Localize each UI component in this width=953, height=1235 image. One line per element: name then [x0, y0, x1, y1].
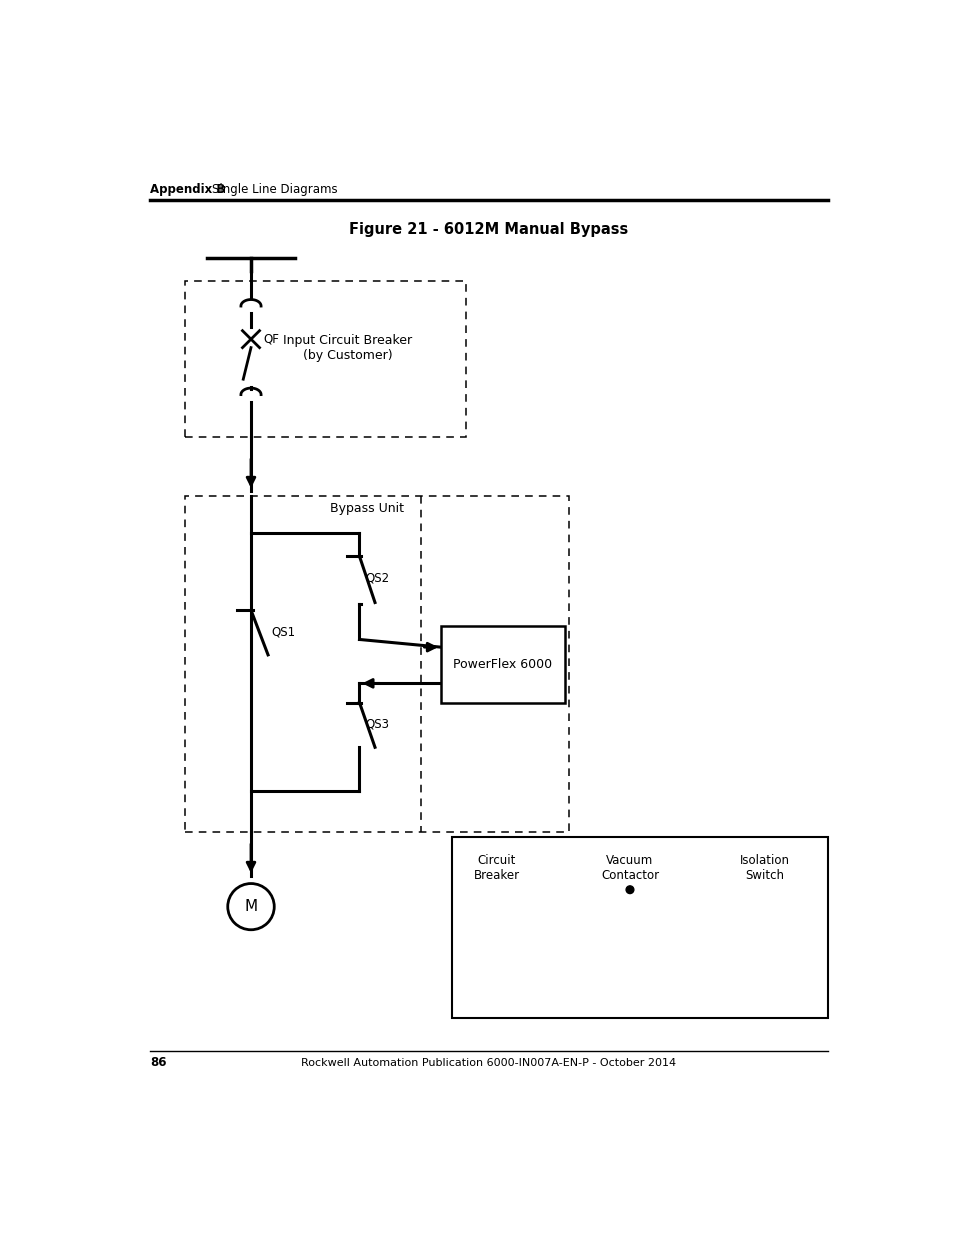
Bar — [440, 626, 564, 703]
Text: Single Line Diagrams: Single Line Diagrams — [212, 183, 337, 196]
Text: Rockwell Automation Publication 6000-IN007A-EN-P - October 2014: Rockwell Automation Publication 6000-IN0… — [301, 1058, 676, 1068]
Text: Circuit
Breaker: Circuit Breaker — [473, 853, 519, 882]
Text: PowerFlex 6000: PowerFlex 6000 — [453, 657, 552, 671]
Bar — [452, 837, 827, 1019]
Bar — [185, 280, 466, 437]
Text: M: M — [244, 899, 257, 914]
Text: QF: QF — [263, 332, 279, 346]
Text: QS2: QS2 — [365, 572, 390, 584]
Text: Figure 21 - 6012M Manual Bypass: Figure 21 - 6012M Manual Bypass — [349, 222, 628, 237]
Text: 86: 86 — [150, 1056, 167, 1070]
Text: Vacuum
Contactor: Vacuum Contactor — [600, 853, 659, 882]
Circle shape — [625, 885, 633, 894]
Text: QS3: QS3 — [365, 718, 389, 731]
Text: QS1: QS1 — [271, 625, 295, 638]
Text: Appendix B: Appendix B — [150, 183, 226, 196]
Text: Bypass Unit: Bypass Unit — [330, 503, 404, 515]
Text: Input Circuit Breaker
(by Customer): Input Circuit Breaker (by Customer) — [283, 335, 412, 362]
Text: Isolation
Switch: Isolation Switch — [739, 853, 789, 882]
Circle shape — [228, 883, 274, 930]
Bar — [185, 496, 568, 832]
